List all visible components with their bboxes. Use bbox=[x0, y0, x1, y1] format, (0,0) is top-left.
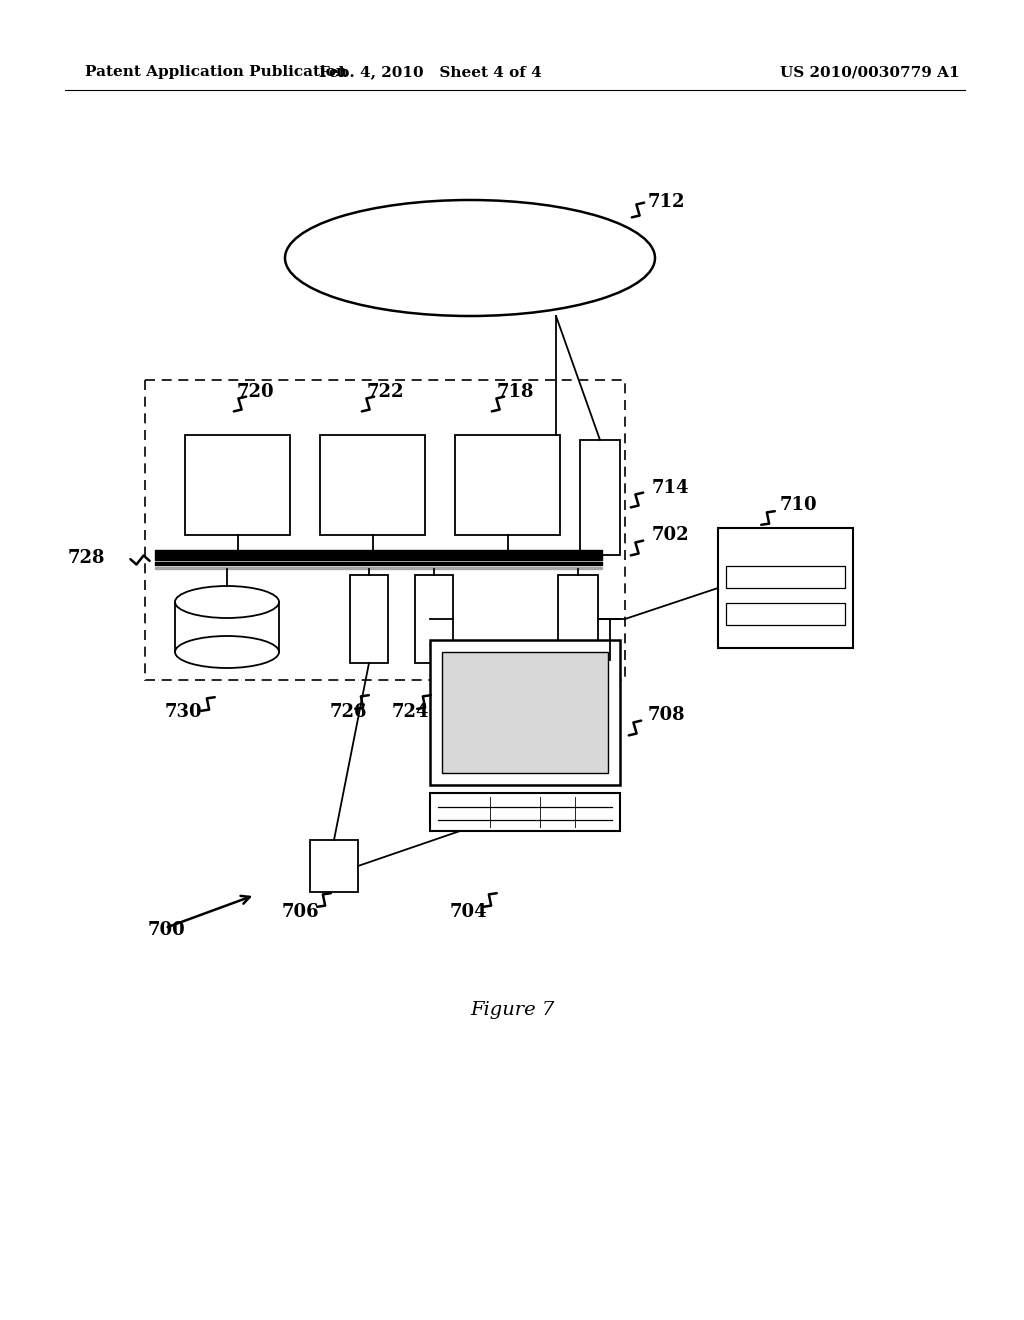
Text: 708: 708 bbox=[648, 706, 686, 723]
Text: 700: 700 bbox=[148, 921, 185, 939]
Bar bbox=[415, 576, 453, 663]
Text: 720: 720 bbox=[237, 383, 273, 401]
Bar bbox=[350, 576, 388, 663]
Text: 706: 706 bbox=[282, 903, 318, 921]
Text: 714: 714 bbox=[652, 479, 689, 498]
Text: Figure 7: Figure 7 bbox=[470, 1001, 554, 1019]
Text: 730: 730 bbox=[164, 704, 202, 721]
Bar bbox=[580, 440, 620, 554]
Text: 710: 710 bbox=[780, 496, 817, 513]
Bar bbox=[726, 566, 845, 587]
Text: Feb. 4, 2010   Sheet 4 of 4: Feb. 4, 2010 Sheet 4 of 4 bbox=[318, 65, 542, 79]
Text: 726: 726 bbox=[330, 704, 367, 721]
Text: 712: 712 bbox=[648, 193, 685, 211]
Text: 702: 702 bbox=[652, 525, 689, 544]
Text: 704: 704 bbox=[450, 903, 486, 921]
Text: US 2010/0030779 A1: US 2010/0030779 A1 bbox=[780, 65, 959, 79]
Bar bbox=[430, 793, 620, 832]
Bar bbox=[430, 640, 620, 785]
Text: Patent Application Publication: Patent Application Publication bbox=[85, 65, 347, 79]
Bar bbox=[145, 380, 625, 680]
Bar bbox=[455, 436, 560, 535]
Ellipse shape bbox=[175, 636, 279, 668]
Text: 718: 718 bbox=[497, 383, 534, 401]
Text: 728: 728 bbox=[68, 549, 105, 568]
Ellipse shape bbox=[175, 586, 279, 618]
Bar bbox=[310, 840, 358, 892]
Bar bbox=[726, 603, 845, 624]
Bar bbox=[718, 528, 853, 648]
Text: 724: 724 bbox=[391, 704, 429, 721]
Bar bbox=[185, 436, 290, 535]
Bar bbox=[442, 652, 608, 774]
Bar bbox=[175, 602, 279, 652]
Bar bbox=[319, 436, 425, 535]
Bar bbox=[558, 576, 598, 663]
Text: 722: 722 bbox=[367, 383, 403, 401]
